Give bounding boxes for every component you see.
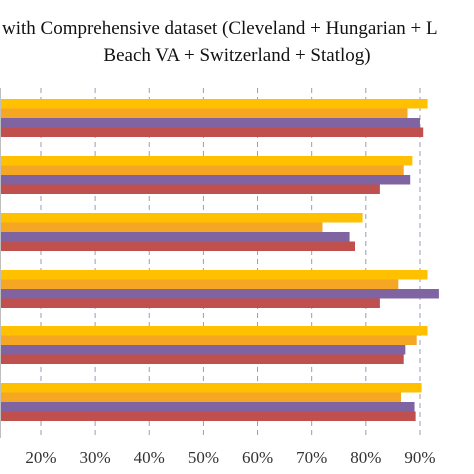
bar bbox=[0, 411, 416, 421]
bar bbox=[0, 184, 380, 194]
x-tick-label: 40% bbox=[134, 448, 165, 467]
x-tick-label: 80% bbox=[350, 448, 381, 467]
bar bbox=[0, 383, 422, 393]
bar bbox=[0, 298, 380, 308]
bar bbox=[0, 241, 355, 251]
bar bbox=[0, 289, 439, 299]
bar bbox=[0, 270, 428, 280]
bar bbox=[0, 127, 424, 137]
x-tick-label: 60% bbox=[242, 448, 273, 467]
bar bbox=[0, 213, 363, 223]
bar bbox=[0, 156, 413, 166]
bar bbox=[0, 402, 415, 412]
bar bbox=[0, 118, 420, 128]
x-tick-label: 70% bbox=[296, 448, 327, 467]
bar bbox=[0, 354, 404, 364]
x-tick-label: 90% bbox=[404, 448, 435, 467]
bar bbox=[0, 232, 350, 242]
bar bbox=[0, 279, 399, 289]
chart-title-line-2: Beach VA + Switzerland + Statlog) bbox=[103, 45, 371, 66]
bar bbox=[0, 99, 428, 109]
bar bbox=[0, 175, 411, 185]
chart-title-line-1: with Comprehensive dataset (Cleveland + … bbox=[2, 18, 438, 39]
x-tick-label: 50% bbox=[188, 448, 219, 467]
bar bbox=[0, 222, 323, 232]
x-tick-label: 30% bbox=[80, 448, 111, 467]
x-tick-label: 20% bbox=[25, 448, 56, 467]
bar bbox=[0, 335, 417, 345]
bar bbox=[0, 108, 408, 118]
bar bbox=[0, 345, 406, 355]
bar bbox=[0, 165, 404, 175]
bar bbox=[0, 326, 428, 336]
bar bbox=[0, 392, 402, 402]
